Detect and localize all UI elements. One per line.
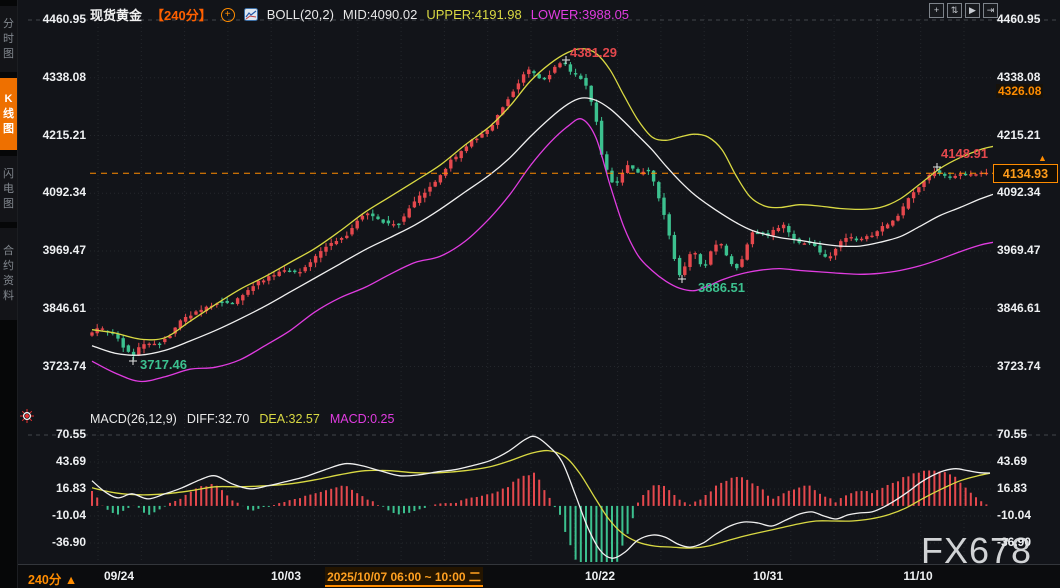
- time-axis-bar: 240分 ▲ 09/24 10/03 10/22 10/31 11/10 2025/10…: [0, 564, 1060, 588]
- macd-axis-label-right: 16.83: [997, 481, 1028, 495]
- price-annotation: 3717.46: [140, 357, 187, 372]
- symbol-name: 现货黄金: [90, 8, 143, 23]
- price-up-arrow-icon: ▲: [1038, 153, 1047, 163]
- macd-header: MACD(26,12,9) DIFF:32.70 DEA:32.57 MACD:…: [90, 412, 394, 426]
- macd-dea-value: DEA:32.57: [259, 412, 320, 426]
- macd-axis-label-left: 70.55: [55, 427, 86, 441]
- macd-axis-label-left: 16.83: [55, 481, 86, 495]
- price-axis-label-left: 4460.95: [42, 12, 86, 26]
- chart-style-icon[interactable]: [243, 8, 258, 21]
- price-annotation: 4148.91: [941, 146, 988, 161]
- price-axis-label-right: 3723.74: [997, 358, 1041, 373]
- price-axis-label-left: 4092.34: [42, 185, 86, 200]
- time-axis-label: 10/31: [752, 569, 784, 583]
- macd-axis-label-right: -36.90: [997, 535, 1032, 549]
- price-axis-label-right: 4215.21: [997, 127, 1041, 142]
- macd-axis-label-left: 43.69: [55, 454, 86, 468]
- chart-toolbar: + ⇅ ▶ ⇥: [929, 3, 998, 18]
- price-annotation: 4381.29: [570, 45, 617, 60]
- playback-icon[interactable]: ▶: [965, 3, 980, 18]
- price-axis-label-right: 3846.61: [997, 300, 1041, 315]
- current-price-box: 4134.93: [993, 164, 1058, 183]
- live-record-icon: [20, 409, 34, 423]
- timeframe-indicator[interactable]: 240分 ▲: [28, 573, 78, 587]
- period-label: 【240分】: [151, 8, 212, 23]
- price-axis-label-right: 3969.47: [997, 243, 1041, 257]
- macd-label: MACD(26,12,9): [90, 412, 177, 426]
- price-annotation: 3886.51: [698, 280, 745, 295]
- autoscale-icon[interactable]: ⇅: [947, 3, 962, 18]
- price-axis-label-left: 3846.61: [42, 300, 86, 315]
- macd-axis-label-left: -10.04: [51, 508, 86, 522]
- macd-axis-label-right: 43.69: [997, 454, 1028, 468]
- price-axis-label-left: 4215.21: [42, 127, 86, 142]
- time-axis-label: 09/24: [103, 569, 135, 583]
- macd-axis-label-right: -10.04: [997, 508, 1032, 522]
- boll-upper-value: UPPER:4191.98: [426, 7, 522, 22]
- price-axis-label-left: 3969.47: [42, 243, 86, 257]
- boll-mid-value: MID:4090.02: [342, 7, 418, 22]
- chart-header: 现货黄金 【240分】 + BOLL(20,2) MID:4090.02 UPP…: [90, 5, 629, 24]
- time-axis-label: 10/22: [584, 569, 616, 583]
- sidebar-tab-kline-chart[interactable]: K线图: [0, 78, 17, 150]
- price-axis-label-left: 3723.74: [42, 358, 86, 373]
- move-icon[interactable]: +: [929, 3, 944, 18]
- macd-macd-value: MACD:0.25: [329, 412, 395, 426]
- watermark: FX678: [921, 530, 1033, 571]
- macd-axis-label-right: 70.55: [997, 427, 1028, 441]
- sidebar-tab-contract-info[interactable]: 合约资料: [0, 228, 17, 320]
- boll-label: BOLL(20,2): [266, 7, 334, 22]
- macd-axis-label-left: -36.90: [51, 535, 86, 549]
- time-axis-label: 10/03: [270, 569, 302, 583]
- chart-type-sidebar: 分时图 K线图 闪电图 合约资料: [0, 0, 18, 588]
- boll-lower-value: LOWER:3988.05: [530, 7, 630, 22]
- price-axis-label-right: 4338.08: [997, 69, 1041, 84]
- price-axis-label-right: 4460.95: [997, 12, 1041, 26]
- macd-diff-value: DIFF:32.70: [186, 412, 250, 426]
- sidebar-tab-time-chart[interactable]: 分时图: [0, 6, 17, 72]
- time-axis-label: 11/10: [903, 569, 933, 583]
- selected-bar-time-range: 2025/10/07 06:00 ~ 10:00 二: [325, 567, 483, 587]
- price-axis-label-left: 4338.08: [42, 69, 86, 84]
- price-axis-label-right: 4092.34: [997, 185, 1041, 200]
- add-indicator-icon[interactable]: +: [220, 7, 235, 22]
- right-price-marker: 4326.08: [996, 84, 1044, 98]
- pan-right-icon[interactable]: ⇥: [983, 3, 998, 18]
- sidebar-tab-flash-chart[interactable]: 闪电图: [0, 156, 17, 222]
